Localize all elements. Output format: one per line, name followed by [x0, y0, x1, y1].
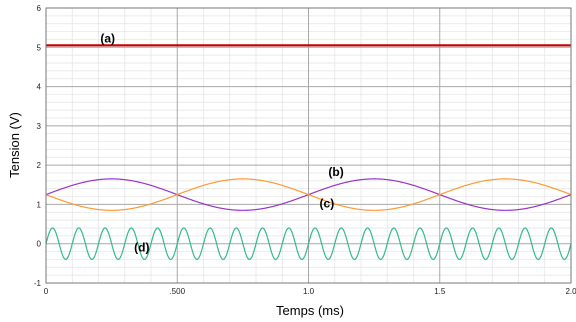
curve-label: (c): [320, 196, 335, 210]
y-tick-labels: -1 0 1 2 3 4 5 6: [34, 4, 42, 288]
y-tick-label: 4: [37, 83, 42, 92]
curve-annotations: (a) (b) (c) (d): [100, 31, 343, 254]
series-line-3: [45, 227, 572, 261]
x-tick-label: 1.5: [434, 287, 446, 296]
y-tick-label: 5: [37, 43, 42, 52]
series-line-2: [45, 178, 572, 211]
curve-label: (b): [328, 165, 343, 179]
series-layer: [45, 44, 572, 261]
x-tick-labels: 0 .500 1.0 1.5 2.0: [44, 287, 576, 296]
y-axis-label: Tension (V): [7, 112, 22, 178]
x-axis-label: Temps (ms): [276, 303, 344, 318]
plot-frame: [45, 7, 572, 284]
plot-border: [45, 7, 572, 284]
x-tick-label: 0: [44, 287, 49, 296]
curve-label: (a): [100, 31, 115, 45]
y-tick-label: 6: [37, 4, 42, 13]
curve-label: (d): [134, 240, 149, 254]
x-tick-label: 2.0: [565, 287, 576, 296]
x-tick-label: .500: [169, 287, 185, 296]
x-tick-label: 1.0: [303, 287, 315, 296]
y-tick-label: -1: [34, 279, 42, 288]
y-tick-label: 3: [37, 122, 42, 131]
y-tick-label: 2: [37, 161, 42, 170]
y-tick-label: 0: [37, 240, 42, 249]
y-tick-label: 1: [37, 200, 42, 209]
